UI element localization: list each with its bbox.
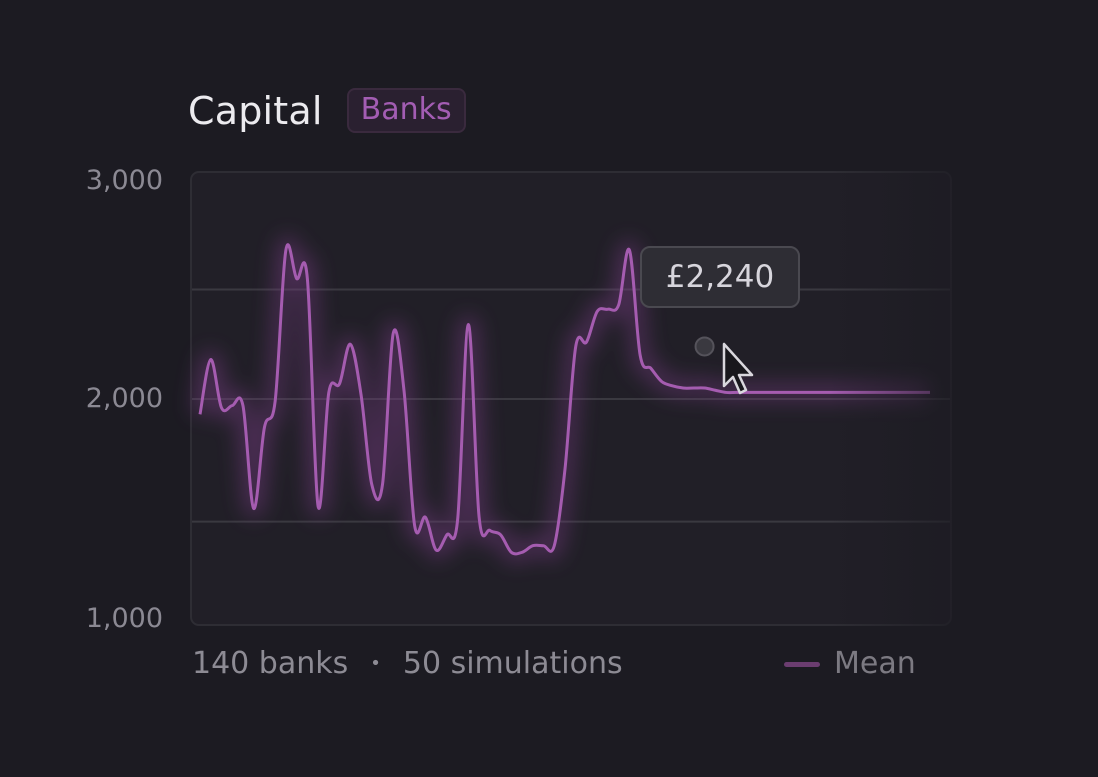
data-point[interactable]: [755, 389, 761, 395]
y-tick-label: 1,000: [85, 603, 163, 634]
data-point[interactable]: [659, 378, 665, 384]
data-point[interactable]: [809, 389, 815, 395]
separator-dot: •: [370, 653, 381, 674]
data-point[interactable]: [315, 503, 321, 509]
chart-header: Capital Banks: [188, 88, 466, 133]
data-point[interactable]: [218, 405, 224, 411]
series-line-mean[interactable]: [198, 243, 930, 556]
data-point[interactable]: [508, 549, 514, 555]
data-point[interactable]: [906, 389, 912, 395]
data-point[interactable]: [766, 389, 772, 395]
data-point[interactable]: [916, 389, 922, 395]
data-point[interactable]: [616, 302, 622, 308]
data-point[interactable]: [723, 389, 729, 395]
data-point[interactable]: [637, 352, 643, 358]
data-point[interactable]: [884, 389, 890, 395]
data-point[interactable]: [358, 392, 364, 398]
data-point[interactable]: [304, 276, 310, 282]
data-point[interactable]: [787, 389, 793, 395]
highlighted-point[interactable]: [694, 336, 715, 357]
data-point[interactable]: [455, 516, 461, 522]
data-point[interactable]: [583, 339, 589, 345]
data-point[interactable]: [412, 523, 418, 529]
data-point[interactable]: [390, 330, 396, 336]
data-point[interactable]: [691, 385, 697, 391]
value-tooltip: £2,240: [640, 246, 800, 308]
data-point[interactable]: [380, 481, 386, 487]
data-point[interactable]: [229, 403, 235, 409]
data-point[interactable]: [369, 481, 375, 487]
simulations-count: 50 simulations: [402, 646, 623, 681]
data-point[interactable]: [444, 532, 450, 538]
data-point[interactable]: [498, 532, 504, 538]
data-point[interactable]: [680, 385, 686, 391]
data-point[interactable]: [648, 365, 654, 371]
data-point[interactable]: [562, 466, 568, 472]
data-point[interactable]: [541, 543, 547, 549]
data-point[interactable]: [863, 389, 869, 395]
data-point[interactable]: [745, 389, 751, 395]
data-point[interactable]: [551, 543, 557, 549]
category-badge[interactable]: Banks: [346, 88, 466, 133]
data-point[interactable]: [734, 389, 740, 395]
data-point[interactable]: [422, 514, 428, 520]
data-point[interactable]: [487, 527, 493, 533]
data-point[interactable]: [283, 247, 289, 253]
data-point[interactable]: [347, 341, 353, 347]
data-point[interactable]: [820, 389, 826, 395]
banks-count: 140 banks: [192, 646, 349, 681]
data-point[interactable]: [798, 389, 804, 395]
data-point[interactable]: [712, 387, 718, 393]
data-point[interactable]: [337, 381, 343, 387]
chart-title: Capital: [188, 88, 323, 133]
data-point[interactable]: [401, 387, 407, 393]
chart-footer: 140 banks • 50 simulations: [192, 646, 623, 681]
data-point[interactable]: [197, 411, 203, 417]
data-point[interactable]: [294, 276, 300, 282]
data-point[interactable]: [841, 389, 847, 395]
data-point[interactable]: [272, 398, 278, 404]
data-point[interactable]: [326, 389, 332, 395]
data-point[interactable]: [433, 547, 439, 553]
data-point[interactable]: [777, 389, 783, 395]
data-point[interactable]: [669, 383, 675, 389]
data-point[interactable]: [251, 506, 257, 512]
data-point[interactable]: [465, 322, 471, 328]
data-point[interactable]: [519, 549, 525, 555]
y-tick-label: 3,000: [85, 165, 163, 196]
data-point[interactable]: [573, 343, 579, 349]
data-point[interactable]: [702, 385, 708, 391]
data-point[interactable]: [261, 424, 267, 430]
data-point[interactable]: [626, 247, 632, 253]
data-point[interactable]: [594, 308, 600, 314]
data-point[interactable]: [895, 389, 901, 395]
legend-label: Mean: [834, 646, 916, 681]
data-point[interactable]: [476, 514, 482, 520]
data-point[interactable]: [873, 389, 879, 395]
data-point[interactable]: [852, 389, 858, 395]
data-point[interactable]: [830, 389, 836, 395]
y-tick-label: 2,000: [85, 383, 163, 414]
data-point[interactable]: [605, 306, 611, 312]
legend[interactable]: Mean: [784, 646, 926, 681]
legend-swatch: [784, 662, 820, 667]
data-point[interactable]: [240, 403, 246, 409]
data-point[interactable]: [927, 389, 933, 395]
data-point[interactable]: [208, 357, 214, 363]
data-point[interactable]: [530, 543, 536, 549]
